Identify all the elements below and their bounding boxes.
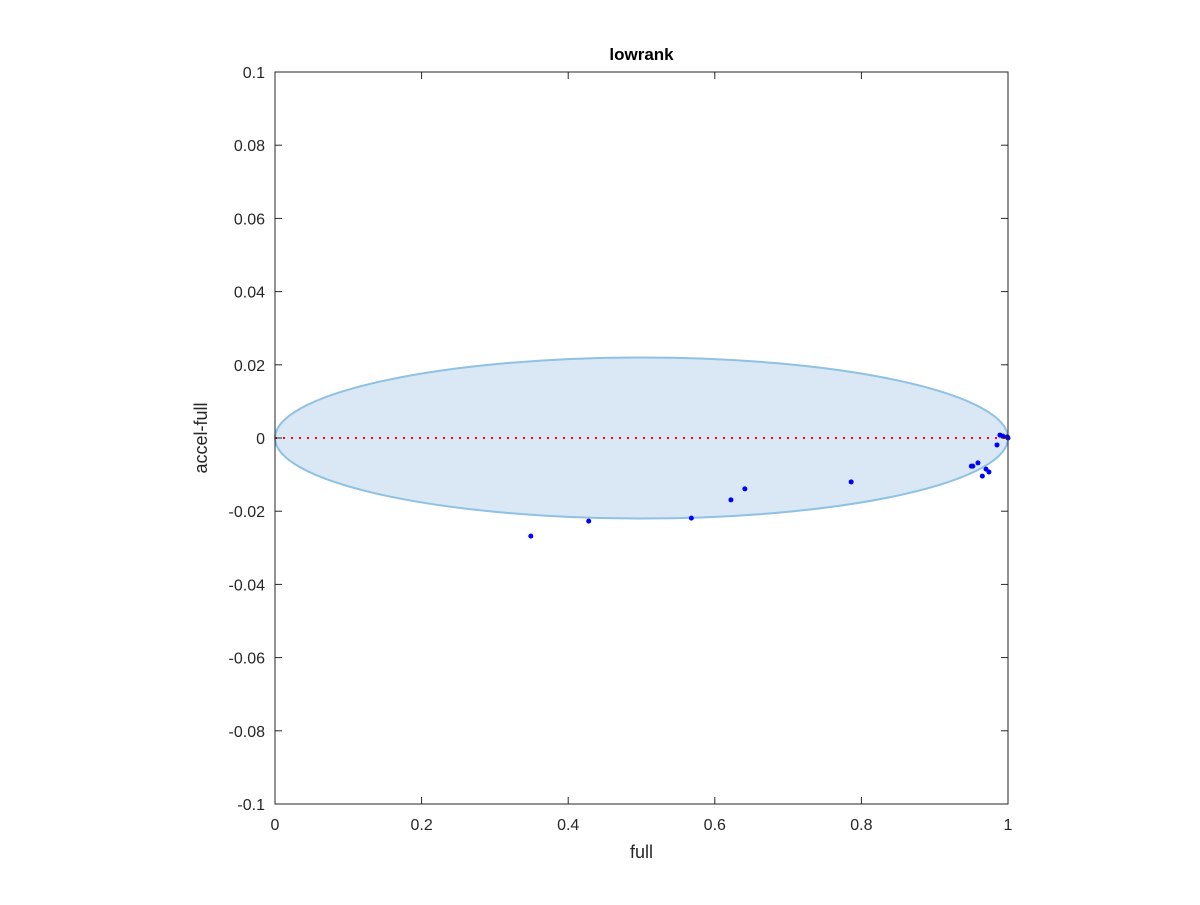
x-tick-label: 0.6	[704, 817, 726, 834]
data-point	[728, 497, 734, 503]
x-tick-label: 0.2	[410, 817, 432, 834]
data-point	[742, 486, 748, 492]
x-axis-label: full	[630, 842, 653, 862]
y-tick-label: 0	[256, 431, 265, 448]
y-axis-label: accel-full	[191, 402, 211, 473]
x-tick-label: 0.4	[557, 817, 579, 834]
y-tick-label: -0.06	[229, 651, 266, 668]
y-tick-label: 0.1	[243, 65, 265, 82]
data-point	[986, 469, 992, 475]
data-point	[1000, 433, 1006, 439]
x-tick-label: 1	[1004, 817, 1013, 834]
x-tick-label: 0	[271, 817, 280, 834]
ticks: 0 0.2 0.4 0.6 0.8 1 -0.1 -0.08 -0.06 -0.04 -0.02 0 0…	[229, 65, 1013, 834]
data-point	[688, 515, 694, 521]
data-point	[848, 479, 854, 485]
confidence-ellipse	[274, 356, 1009, 520]
y-tick-label: 0.08	[234, 138, 265, 155]
y-tick-label: -0.08	[229, 724, 266, 741]
y-tick-label: -0.04	[229, 577, 266, 594]
y-tick-label: 0.04	[234, 285, 265, 302]
plot-area	[274, 356, 1011, 539]
data-point	[970, 463, 976, 469]
y-tick-label: 0.06	[234, 211, 265, 228]
data-point	[975, 460, 981, 466]
data-point	[994, 442, 1000, 448]
y-tick-label: -0.1	[237, 797, 265, 814]
chart-title: lowrank	[609, 45, 674, 64]
y-tick-label: -0.02	[229, 504, 266, 521]
data-point	[586, 518, 592, 524]
data-point	[979, 473, 985, 479]
x-tick-label: 0.8	[850, 817, 872, 834]
data-point	[528, 533, 534, 539]
y-tick-label: 0.02	[234, 358, 265, 375]
